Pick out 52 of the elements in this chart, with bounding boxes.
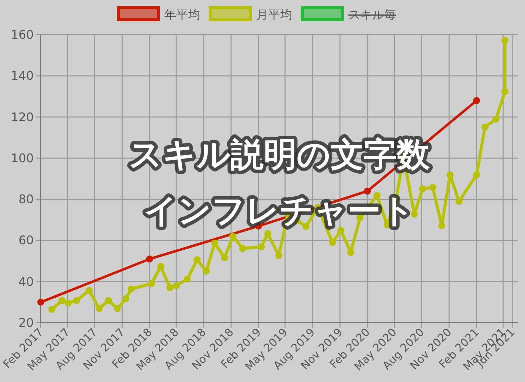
point — [502, 37, 509, 44]
point — [473, 97, 480, 104]
y-tick-label: 80 — [18, 192, 34, 207]
point — [211, 240, 218, 247]
point — [258, 244, 265, 251]
point — [347, 249, 354, 256]
point — [73, 297, 80, 304]
point — [492, 116, 500, 123]
point — [230, 233, 237, 240]
point — [446, 172, 454, 179]
point — [264, 230, 272, 238]
point — [148, 280, 156, 288]
point — [239, 245, 246, 252]
point — [221, 254, 228, 262]
point — [502, 88, 509, 96]
point — [122, 295, 130, 302]
point — [482, 124, 489, 131]
point — [157, 263, 164, 270]
y-tick-label: 60 — [18, 234, 34, 248]
y-tick-label: 140 — [11, 69, 34, 84]
point — [96, 305, 103, 312]
point — [184, 276, 191, 283]
point — [166, 284, 174, 292]
point — [429, 184, 436, 192]
point — [329, 239, 336, 246]
point — [410, 210, 418, 218]
legend-label: 年平均 — [164, 8, 200, 22]
legend-label: 月平均 — [256, 8, 292, 22]
point — [172, 282, 180, 290]
point — [146, 256, 154, 263]
point — [114, 305, 122, 312]
point — [456, 198, 463, 206]
point — [38, 298, 44, 306]
point — [203, 268, 210, 275]
y-tick-label: 160 — [11, 28, 34, 42]
y-tick-label: 120 — [11, 110, 34, 124]
point — [58, 297, 66, 304]
point — [438, 222, 446, 230]
point — [364, 188, 372, 195]
point — [128, 286, 135, 293]
point — [276, 252, 283, 260]
y-tick-label: 20 — [18, 316, 34, 330]
y-tick-label: 100 — [11, 151, 34, 166]
point — [64, 300, 72, 307]
point — [86, 287, 93, 294]
y-tick-label: 40 — [18, 274, 34, 289]
point — [473, 172, 480, 179]
point — [194, 256, 201, 264]
point — [419, 186, 426, 193]
legend-label: スキル毎 — [348, 8, 396, 22]
point — [105, 297, 112, 304]
point — [48, 306, 56, 314]
